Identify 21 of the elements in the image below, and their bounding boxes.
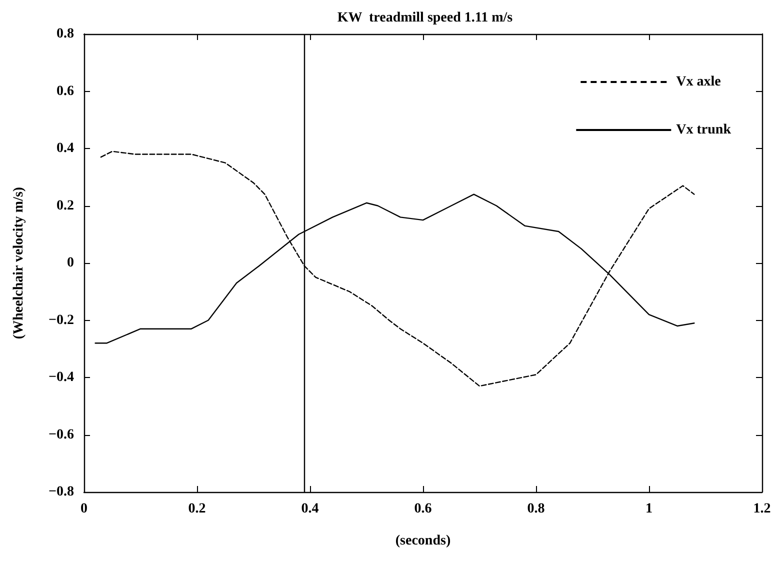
y-tick-label: −0.4 bbox=[48, 370, 74, 385]
chart-title: KW treadmill speed 1.11 m/s bbox=[337, 10, 514, 26]
y-tick-label: 0 bbox=[67, 256, 74, 270]
x-tick-label: 0.2 bbox=[188, 502, 206, 516]
legend-label: Vx trunk bbox=[676, 122, 732, 138]
legend-label: Vx axle bbox=[676, 74, 721, 90]
y-tick-label: −0.2 bbox=[48, 312, 74, 328]
y-axis-title: (Wheelchair velocity m/s) bbox=[12, 186, 26, 340]
x-tick-label: 1 bbox=[646, 502, 652, 516]
y-tick-label: 0.2 bbox=[56, 198, 74, 214]
x-tick-label: 0.4 bbox=[301, 502, 319, 516]
x-tick-label: 0.6 bbox=[414, 502, 432, 516]
y-tick-label: 0.6 bbox=[56, 84, 74, 99]
x-tick-label: 0 bbox=[80, 502, 88, 516]
y-tick-label: 0.4 bbox=[56, 141, 74, 156]
y-tick-label: 0.8 bbox=[56, 26, 74, 42]
y-tick-label: −0.8 bbox=[48, 484, 74, 500]
y-tick-label: −0.6 bbox=[48, 427, 74, 442]
x-tick-label: 1.2 bbox=[753, 502, 771, 516]
x-tick-label: 0.8 bbox=[527, 502, 545, 516]
x-axis-title: (seconds) bbox=[395, 534, 451, 548]
